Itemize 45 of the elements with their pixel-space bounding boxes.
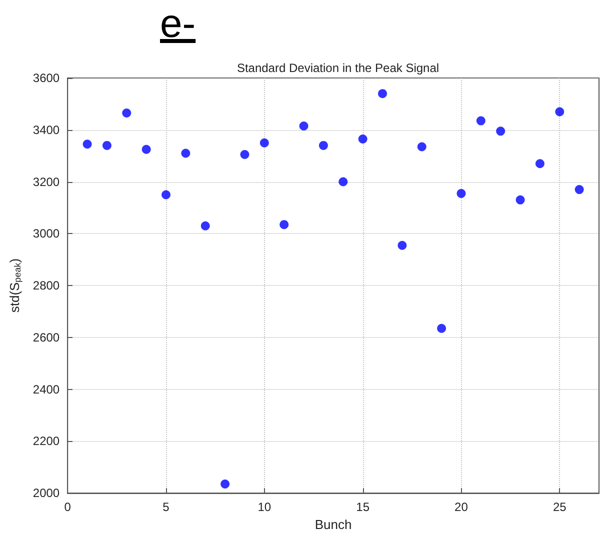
point <box>240 150 250 160</box>
point <box>200 221 210 230</box>
y-axis-title: std(Speak) <box>7 258 22 313</box>
point <box>318 140 328 150</box>
point <box>299 122 308 130</box>
point <box>358 134 368 144</box>
y-tick-label: 2400 <box>32 382 60 396</box>
point <box>181 148 190 158</box>
x-tick-label: 0 <box>64 500 72 514</box>
x-tick-label: 5 <box>162 500 170 514</box>
y-tick-label: 2600 <box>32 330 60 344</box>
x-tick-label: 25 <box>552 500 567 514</box>
y-tick-label: 3000 <box>32 226 60 241</box>
point <box>142 144 151 154</box>
point <box>456 188 466 198</box>
y-tick-label: 3400 <box>32 122 60 137</box>
x-tick-label: 20 <box>454 500 468 514</box>
y-tick-label: 2000 <box>32 486 60 500</box>
y-tick-label: 3600 <box>32 71 60 85</box>
y-tick-label: 2200 <box>32 434 60 448</box>
point <box>122 108 132 118</box>
point <box>378 89 387 98</box>
x-tick-label: 15 <box>356 500 370 514</box>
y-tick-label: 3200 <box>32 174 60 189</box>
chart-title: e- <box>160 2 196 47</box>
point <box>280 220 289 230</box>
point <box>338 177 348 186</box>
chart-subtitle: Standard Deviation in the Peak Signal <box>236 61 440 75</box>
point <box>496 126 506 136</box>
x-axis-title: Bunch <box>314 517 352 532</box>
point <box>398 240 407 250</box>
point <box>260 138 269 148</box>
point <box>555 107 564 116</box>
y-tick-label: 2800 <box>32 278 60 293</box>
point <box>437 324 446 333</box>
point <box>82 140 92 149</box>
x-tick-label: 10 <box>258 500 272 514</box>
point <box>162 190 171 200</box>
point <box>102 140 112 150</box>
point <box>476 116 486 126</box>
point <box>574 185 584 194</box>
point <box>220 480 230 489</box>
point <box>516 195 525 204</box>
point <box>535 159 544 168</box>
point <box>417 142 426 152</box>
